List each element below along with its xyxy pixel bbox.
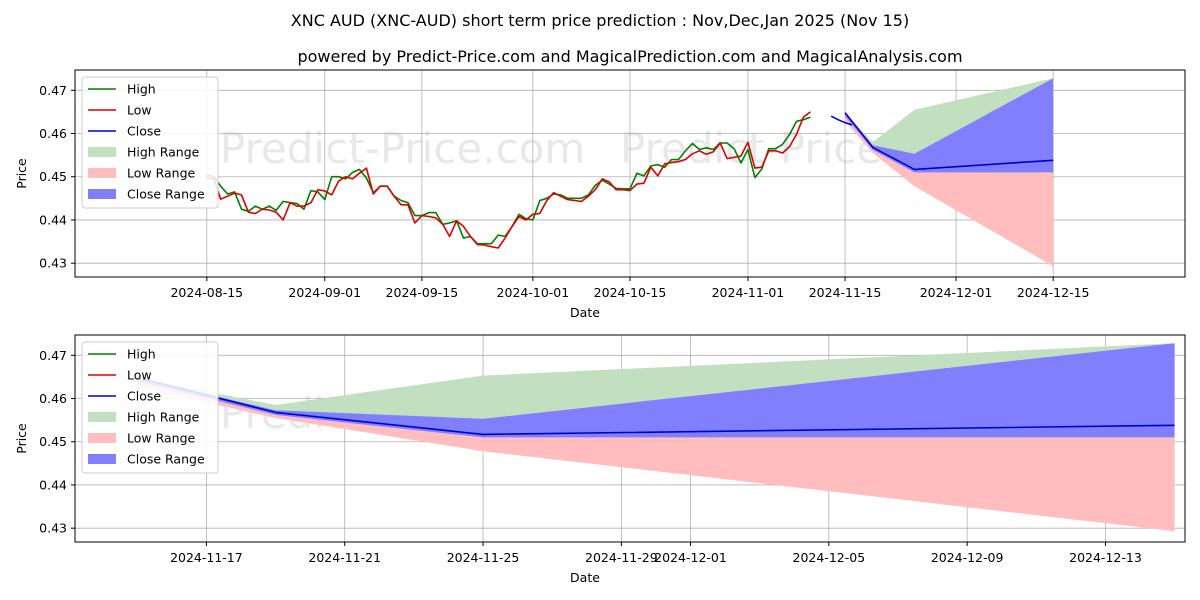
legend-close-range-label: Close Range [127,452,205,467]
legend-low-range-label: Low Range [127,431,196,446]
chart-title: XNC AUD (XNC-AUD) short term price predi… [291,11,909,30]
legend-low-range-label: Low Range [127,166,196,181]
legend-low-range-swatch [88,433,116,443]
y-tick-label: 0.46 [39,126,67,141]
x-tick-label: 2024-12-09 [931,550,1004,565]
x-tick-label: 2024-08-15 [170,285,243,300]
x-axis-label: Date [570,570,600,585]
x-tick-label: 2024-12-13 [1069,550,1142,565]
x-tick-label: 2024-09-01 [288,285,361,300]
x-tick-label: 2024-11-21 [308,550,381,565]
plot-frame [74,334,1186,543]
x-tick-label: 2024-10-01 [497,285,570,300]
low-series-line [206,111,811,249]
low-range-band [137,381,1175,532]
legend-close-range-label: Close Range [127,187,205,202]
top-chart: Predict-Price.com Predict-Price.com2024-0… [14,69,1186,320]
legend-close-label: Close [127,389,161,404]
legend-low-range-swatch [88,168,116,178]
x-axis-label: Date [570,305,600,320]
close-range-band [845,78,1054,173]
x-tick-label: 2024-12-01 [920,285,993,300]
legend-high-range-swatch [88,147,116,157]
legend-close-range-swatch [88,189,116,199]
x-tick-label: 2024-11-29 [585,550,658,565]
low-range-band [845,116,1054,267]
legend: High Low Close High Range Low Range Close Ran… [81,341,219,474]
x-tick-label: 2024-11-25 [447,550,520,565]
x-tick-label: 2024-11-15 [809,285,882,300]
legend: High Low Close High Range Low Range Close Ran… [81,76,219,209]
bottom-chart: Predict-Price.comPredict-Price.com2024-1… [14,334,1186,585]
y-tick-label: 0.47 [39,83,67,98]
y-tick-label: 0.45 [39,434,67,449]
legend-close-range-swatch [88,454,116,464]
y-tick-label: 0.47 [39,348,67,363]
close-history-line [830,115,853,126]
y-tick-label: 0.45 [39,169,67,184]
close-range-band [137,343,1175,438]
y-tick-label: 0.46 [39,391,67,406]
x-tick-label: 2024-10-15 [594,285,667,300]
legend-low-label: Low [127,368,152,383]
x-tick-label: 2024-09-15 [386,285,459,300]
y-tick-label: 0.44 [39,212,67,227]
y-tick-label: 0.44 [39,477,67,492]
legend-high-range-swatch [88,412,116,422]
x-tick-label: 2024-12-05 [793,550,866,565]
legend-high-label: High [127,347,156,362]
legend-low-label: Low [127,103,152,118]
watermark-text: Predict-Price.com [220,124,585,173]
x-tick-label: 2024-11-17 [170,550,243,565]
y-tick-label: 0.43 [39,521,67,536]
chart-subtitle: powered by Predict-Price.com and Magical… [297,47,962,66]
y-axis-label: Price [14,158,29,189]
x-tick-label: 2024-11-01 [712,285,785,300]
y-tick-label: 0.43 [39,256,67,271]
y-axis-label: Price [14,423,29,454]
legend-close-label: Close [127,124,161,139]
legend-high-label: High [127,82,156,97]
legend-high-range-label: High Range [127,410,200,425]
close-prediction-line [844,112,1054,171]
x-tick-label: 2024-12-15 [1017,285,1090,300]
x-tick-label: 2024-12-01 [654,550,727,565]
legend-high-range-label: High Range [127,145,200,160]
